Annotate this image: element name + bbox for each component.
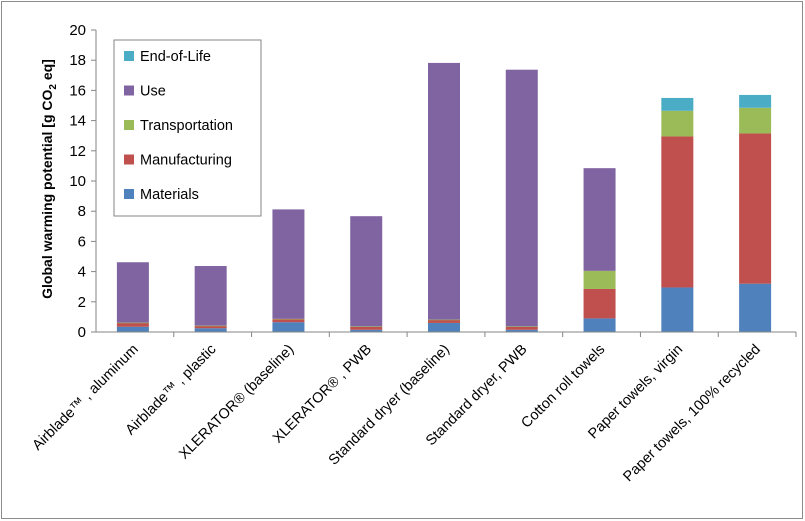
x-category-label: Airblade™ , aluminum [30, 342, 142, 454]
bar-segment-materials [116, 326, 149, 332]
bar-segment-manufacturing [350, 326, 383, 330]
y-axis-title-text: Global warming potential [g CO2 eq] [39, 59, 59, 299]
bar-segment-manufacturing [116, 322, 149, 327]
legend-swatch [124, 85, 134, 96]
bar-segment-use [583, 168, 616, 271]
bar-segment-use [505, 69, 538, 327]
bars [116, 62, 772, 332]
bar-segment-use [428, 62, 460, 320]
legend-swatch [124, 154, 134, 165]
bar-segment-materials [428, 322, 460, 332]
bar-segment-materials [272, 322, 305, 332]
bar-segment-manufacturing [194, 325, 227, 329]
bar-segment-materials [739, 283, 772, 332]
legend: End-of-Life Use Transportation Manufacturin… [113, 39, 262, 217]
y-tick-label: 18 [69, 52, 86, 69]
y-tick-label: 2 [78, 294, 86, 311]
legend-label: Transportation [140, 118, 233, 134]
legend-swatch [124, 120, 134, 130]
bar-segment-transportation [350, 326, 383, 328]
bar-segment-manufacturing [739, 133, 772, 284]
y-tick-label: 20 [69, 22, 86, 39]
y-axis: 0 2 4 6 8 10 12 14 16 18 20 [69, 22, 97, 341]
bar-segment-manufacturing [583, 288, 616, 319]
legend-label: Use [140, 84, 166, 100]
bar-segment-use [350, 216, 383, 327]
bar-segment-transportation [583, 270, 616, 289]
y-tick-label: 12 [69, 143, 86, 160]
bar-segment-transportation [505, 326, 538, 328]
bar-segment-materials [661, 287, 694, 332]
y-tick-label: 6 [78, 233, 86, 250]
bar-segment-use [116, 262, 149, 323]
bar-segment-use [194, 266, 227, 326]
x-category-label: Paper towels, 100% recycled [620, 342, 764, 486]
bar-segment-use [272, 209, 305, 319]
bar-segment-end-of-life [661, 97, 694, 111]
bar-segment-transportation [739, 107, 772, 134]
legend-label: Manufacturing [140, 153, 232, 169]
bar-segment-materials [194, 328, 227, 332]
bar-segment-manufacturing [661, 136, 694, 288]
bar-segment-transportation [116, 322, 149, 324]
y-tick-label: 8 [78, 203, 86, 220]
bar-segment-transportation [661, 110, 694, 137]
bar-segment-manufacturing [428, 319, 460, 323]
y-tick-label: 4 [78, 264, 86, 281]
x-category-label: Cotton roll towels [518, 342, 608, 432]
y-tick-label: 14 [69, 113, 86, 130]
bar-segment-manufacturing [505, 326, 538, 330]
bar-segment-materials [505, 329, 538, 332]
y-tick-label: 0 [78, 324, 86, 341]
bar-segment-manufacturing [272, 319, 305, 323]
legend-box [113, 39, 262, 217]
y-tick-label: 16 [69, 82, 86, 99]
bar-segment-transportation [272, 318, 305, 320]
y-axis-title: Global warming potential [g CO2 eq] [39, 59, 59, 299]
legend-label: Materials [140, 187, 199, 203]
legend-label: End-of-Life [140, 49, 211, 65]
bar-segment-transportation [194, 325, 227, 327]
bar-segment-materials [350, 329, 383, 332]
legend-swatch [124, 51, 134, 61]
bar-segment-transportation [428, 319, 460, 321]
legend-swatch [124, 189, 134, 199]
y-tick-label: 10 [69, 173, 86, 190]
bar-segment-materials [583, 318, 616, 332]
bar-segment-end-of-life [739, 94, 772, 108]
